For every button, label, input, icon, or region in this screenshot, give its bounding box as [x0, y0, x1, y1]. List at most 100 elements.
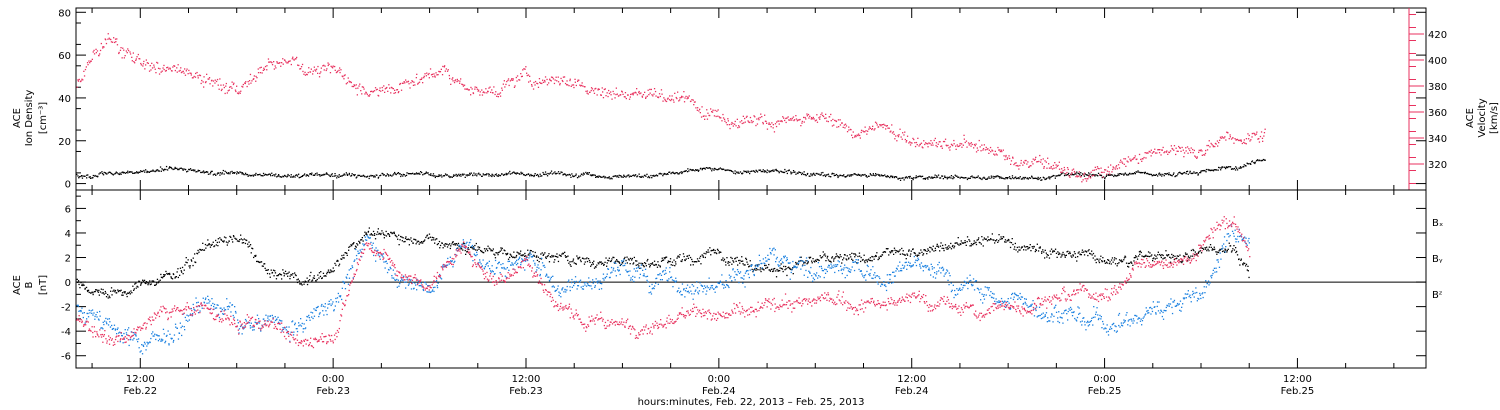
velocity-series-point: [1017, 165, 1019, 167]
bx-series-point: [437, 243, 439, 245]
density-series-point: [397, 172, 400, 174]
velocity-series-point: [1160, 154, 1162, 156]
density-series-point: [417, 173, 419, 175]
density-series-point: [211, 170, 213, 172]
density-series-point: [826, 174, 828, 176]
bx-series-point: [456, 244, 458, 246]
bx-series-point: [671, 261, 674, 263]
density-series-point: [533, 175, 535, 178]
velocity-series-point: [208, 78, 210, 80]
velocity-series-point: [266, 65, 268, 67]
density-series-point: [669, 171, 671, 173]
by-series-point: [427, 291, 429, 293]
density-series-point: [432, 175, 434, 177]
bx-series-point: [1098, 260, 1100, 262]
bx-series-point: [964, 240, 966, 242]
bx-series-point: [1101, 261, 1103, 263]
by-series-point: [250, 322, 252, 324]
bx-series-point: [1142, 255, 1144, 258]
bx-series-point: [94, 290, 96, 293]
bx-series-point: [684, 259, 686, 262]
velocity-series-point: [278, 62, 280, 64]
density-series-point: [218, 172, 220, 174]
velocity-series-point: [653, 88, 656, 90]
velocity-series-point: [976, 147, 978, 149]
bx-series-point: [1216, 251, 1218, 253]
velocity-series-point: [926, 142, 928, 145]
by-series-point: [571, 278, 573, 281]
velocity-series-point: [671, 95, 673, 97]
by-series-point: [126, 334, 128, 336]
density-series-point: [402, 175, 404, 177]
bx-series-point: [553, 261, 555, 263]
bx-series-point: [131, 292, 133, 294]
bx-series-point: [583, 258, 585, 260]
velocity-series-point: [887, 127, 889, 129]
density-series-point: [180, 167, 182, 169]
velocity-series-point: [713, 115, 716, 117]
bx-series-point: [545, 257, 547, 259]
by-series-point: [428, 291, 431, 293]
by-series-point: [436, 286, 439, 289]
bx-series-point: [1071, 256, 1073, 258]
density-series-point: [1101, 176, 1103, 179]
velocity-series-point: [546, 84, 549, 86]
bx-series-point: [1195, 253, 1198, 255]
density-series-point: [1015, 176, 1017, 178]
velocity-series-point: [1015, 165, 1017, 167]
bx-series-point: [156, 278, 159, 280]
bx-series-point: [1106, 262, 1108, 264]
density-series-point: [444, 173, 447, 175]
bx-series-point: [1020, 247, 1022, 249]
velocity-series-point: [707, 112, 709, 114]
by-series-point: [88, 309, 90, 311]
by-series-point: [242, 326, 244, 328]
velocity-series-point: [1050, 167, 1052, 169]
bx-series-point: [505, 253, 507, 255]
density-series-point: [334, 173, 336, 175]
bx-series-point: [447, 244, 450, 246]
by-series-point: [430, 291, 432, 293]
velocity-series-point: [1230, 138, 1233, 140]
bx-series-point: [1100, 255, 1102, 257]
by-series-point: [479, 261, 481, 263]
velocity-series-point: [287, 62, 289, 64]
density-series-point: [734, 173, 737, 175]
density-series-point: [533, 174, 536, 177]
density-series-point: [532, 174, 534, 177]
density-series-point: [659, 173, 662, 175]
velocity-series-point: [502, 83, 504, 85]
bx-series-point: [803, 262, 805, 264]
bottom-tick-label: 6: [65, 204, 71, 215]
bx-series-point: [86, 289, 89, 292]
density-series-point: [966, 178, 969, 181]
velocity-series-point: [90, 60, 92, 62]
velocity-series-point: [144, 68, 146, 70]
by-series-point: [366, 235, 368, 237]
density-series-point: [576, 177, 579, 179]
density-series-point: [200, 171, 202, 174]
density-series-point: [652, 175, 654, 177]
velocity-series-point: [895, 135, 897, 137]
density-series-point: [547, 172, 549, 175]
bx-series-point: [107, 297, 109, 299]
bx-series-point: [1090, 253, 1092, 255]
velocity-series-point: [1045, 161, 1047, 163]
velocity-series-point: [108, 37, 110, 39]
bx-series-point: [682, 253, 685, 255]
density-series-point: [859, 174, 861, 176]
bx-series-point: [1057, 251, 1059, 253]
density-series-point: [421, 171, 423, 174]
velocity-series-point: [1235, 139, 1237, 141]
by-series-point: [508, 260, 511, 262]
bx-series-point: [353, 242, 355, 244]
bx-series-point: [871, 255, 873, 258]
by-series-point: [403, 276, 405, 278]
by-series-point: [415, 284, 417, 286]
velocity-series-point: [766, 128, 769, 130]
by-series-point: [537, 264, 539, 266]
bx-series-point: [874, 255, 876, 258]
velocity-series-point: [504, 86, 506, 88]
density-series-point: [357, 174, 360, 177]
bx-series-point: [1194, 251, 1196, 253]
